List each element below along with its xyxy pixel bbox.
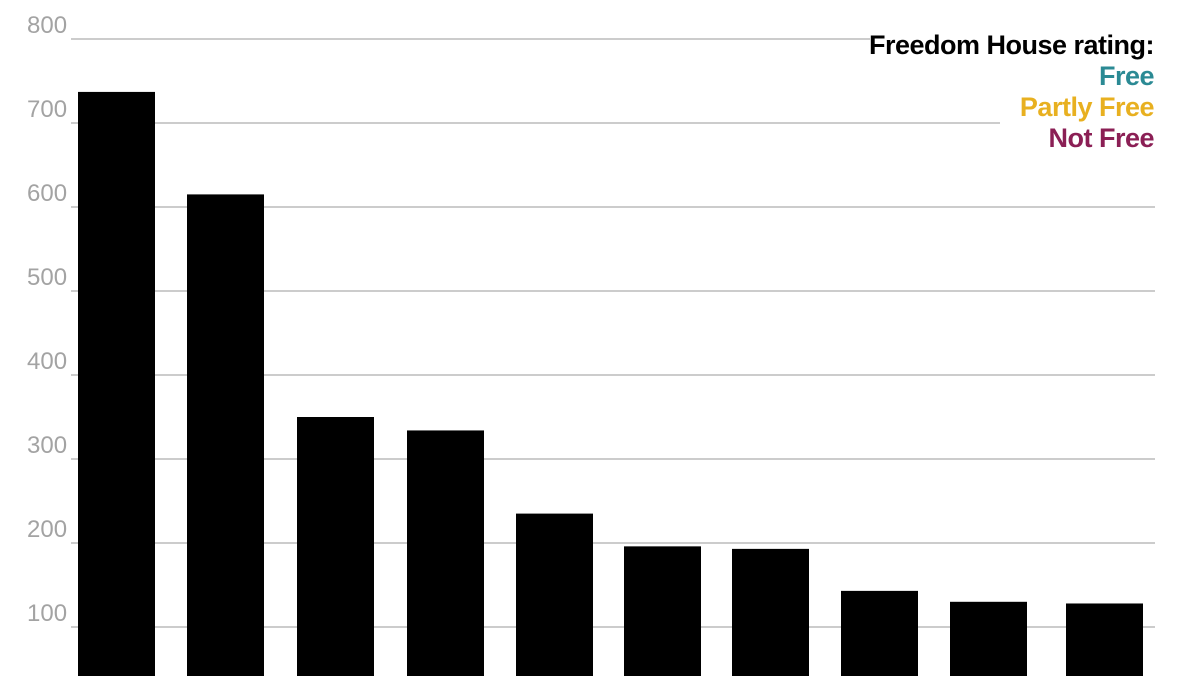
legend: Freedom House rating: Free Partly Free N… <box>868 30 1155 154</box>
bar-5 <box>516 513 593 676</box>
bar-6 <box>624 546 701 676</box>
bar-2 <box>187 194 264 676</box>
y-tick-label: 700 <box>27 96 67 123</box>
bar-9 <box>950 601 1027 676</box>
y-tick-label: 600 <box>27 180 67 207</box>
y-tick-label: 800 <box>27 12 67 39</box>
y-tick-label: 500 <box>27 264 67 291</box>
y-tick-label: 400 <box>27 348 67 375</box>
bar-7 <box>732 548 809 676</box>
legend-item-not-free: Not Free <box>1048 123 1154 153</box>
legend-title: Freedom House rating: <box>868 30 1155 60</box>
legend-item-free: Free <box>1098 61 1155 91</box>
y-tick-label: 300 <box>27 432 67 459</box>
y-tick-label: 200 <box>27 516 67 543</box>
bars <box>78 91 1143 676</box>
bar-8 <box>841 590 918 676</box>
bar-1 <box>78 91 155 676</box>
bar-10 <box>1066 603 1143 676</box>
bar-3 <box>297 417 374 676</box>
y-axis-tick-labels: 100 200 300 400 500 600 700 800 <box>27 12 67 627</box>
y-tick-label: 100 <box>27 600 67 627</box>
bar-4 <box>407 430 484 676</box>
legend-item-partly-free: Partly Free <box>1019 92 1155 122</box>
